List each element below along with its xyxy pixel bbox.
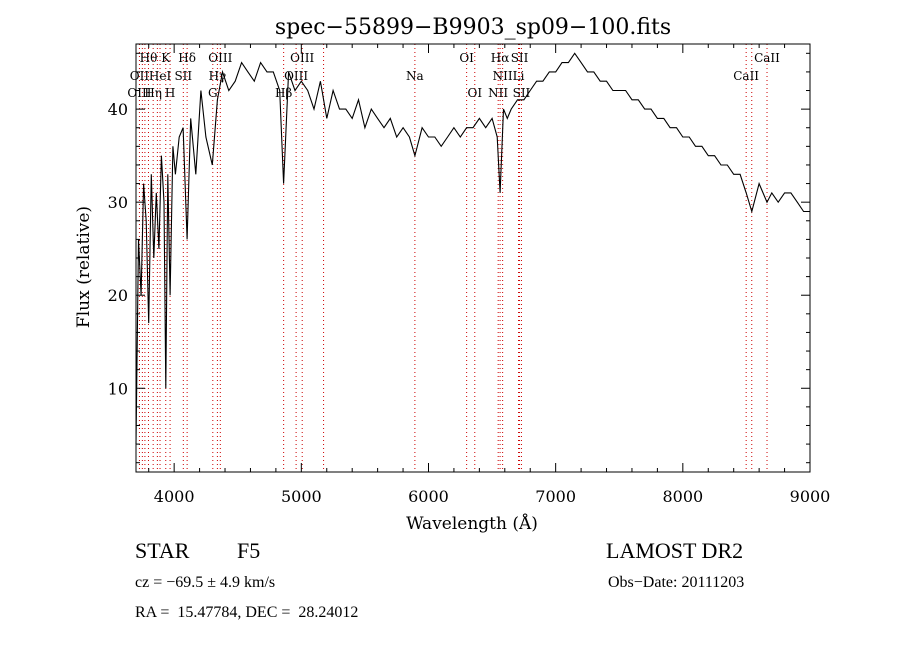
axes bbox=[135, 43, 811, 473]
line-label: Hγ bbox=[209, 69, 227, 83]
line-label: OI bbox=[467, 86, 482, 100]
object-subclass: F5 bbox=[237, 538, 261, 563]
plot-frame bbox=[135, 43, 811, 473]
line-label: G bbox=[208, 86, 218, 100]
line-label: Hβ bbox=[275, 86, 292, 100]
line-label: CaII bbox=[733, 69, 759, 83]
x-tick-label: 6000 bbox=[408, 487, 449, 506]
line-label: OIII bbox=[127, 86, 151, 100]
line-label: NII bbox=[493, 69, 513, 83]
line-label: HeI bbox=[149, 69, 172, 83]
line-markers bbox=[138, 44, 768, 472]
y-tick-label: 40 bbox=[108, 100, 128, 119]
velocity-text: cz = −69.5 ± 4.9 km/s bbox=[135, 574, 276, 591]
survey-name: LAMOST DR2 bbox=[606, 538, 744, 563]
x-axis-ticks: 4000 5000 6000 7000 8000 9000 bbox=[148, 44, 831, 506]
y-axis-ticks: 10 20 30 40 bbox=[108, 52, 810, 464]
x-tick-label: 5000 bbox=[281, 487, 322, 506]
x-tick-label: 8000 bbox=[662, 487, 703, 506]
line-label: NII bbox=[488, 86, 508, 100]
line-label: OIII bbox=[284, 69, 308, 83]
line-label: H bbox=[165, 86, 175, 100]
line-label: OIII bbox=[290, 51, 314, 65]
y-tick-label: 20 bbox=[108, 286, 128, 305]
line-label: Na bbox=[406, 69, 424, 83]
obs-date-text: Obs−Date: 20111203 bbox=[608, 574, 745, 591]
line-label: OI bbox=[459, 51, 474, 65]
line-label: OII bbox=[130, 69, 150, 83]
line-label: Hα bbox=[491, 51, 510, 65]
line-label: Hθ bbox=[140, 51, 158, 65]
x-tick-label: 9000 bbox=[790, 487, 831, 506]
coordinates-text: RA = 15.47784, DEC = 28.24012 bbox=[135, 604, 359, 621]
y-tick-label: 10 bbox=[108, 379, 128, 398]
line-label: Hη bbox=[144, 86, 162, 100]
line-label: SII bbox=[511, 51, 529, 65]
line-label: OIII bbox=[208, 51, 232, 65]
line-label: K bbox=[161, 51, 171, 65]
y-tick-label: 30 bbox=[108, 193, 128, 212]
spectrum-line bbox=[135, 52, 810, 445]
line-label: CaII bbox=[754, 51, 780, 65]
line-label: SII bbox=[174, 69, 192, 83]
chart-title: spec−55899−B9903_sp09−100.fits bbox=[275, 15, 671, 40]
line-label: Li bbox=[513, 69, 525, 83]
line-label: Hδ bbox=[178, 51, 196, 65]
y-axis-label: Flux (relative) bbox=[74, 206, 94, 328]
x-tick-label: 7000 bbox=[535, 487, 576, 506]
x-axis-label: Wavelength (Å) bbox=[406, 513, 538, 534]
x-tick-label: 4000 bbox=[154, 487, 195, 506]
object-class: STAR bbox=[135, 538, 190, 563]
